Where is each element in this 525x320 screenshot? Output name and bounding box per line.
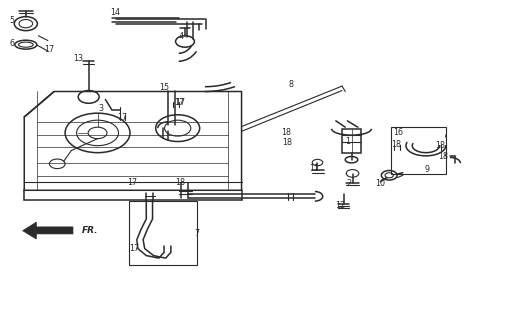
Text: 18: 18 (175, 178, 185, 187)
Text: 5: 5 (9, 16, 15, 25)
Bar (342, 129, 362, 153)
Text: 14: 14 (110, 8, 120, 17)
Text: 13: 13 (73, 53, 83, 62)
Text: 17: 17 (129, 244, 139, 253)
Text: 10: 10 (375, 180, 385, 188)
Text: 9: 9 (425, 165, 430, 174)
Text: 18: 18 (436, 141, 446, 150)
Text: FR.: FR. (82, 226, 98, 235)
Text: 17: 17 (44, 44, 54, 54)
Polygon shape (23, 222, 73, 239)
Text: 18: 18 (391, 140, 401, 149)
Text: 18: 18 (438, 152, 448, 161)
Text: 4: 4 (179, 32, 184, 41)
Text: 15: 15 (159, 83, 169, 92)
Bar (129, 201, 197, 265)
Text: 17: 17 (128, 179, 138, 188)
Text: 6: 6 (10, 39, 15, 48)
Text: 17: 17 (117, 114, 127, 123)
Text: 12: 12 (335, 201, 345, 210)
Text: 17: 17 (174, 98, 184, 107)
Bar (391, 126, 446, 174)
Text: 16: 16 (394, 128, 404, 137)
Text: 11: 11 (309, 164, 319, 173)
Text: 3: 3 (99, 104, 104, 113)
Text: 2: 2 (346, 180, 351, 188)
Text: 18: 18 (282, 138, 292, 147)
Text: 1: 1 (345, 137, 350, 146)
Text: 7: 7 (194, 229, 200, 238)
Text: 17: 17 (175, 98, 185, 107)
Text: 8: 8 (289, 80, 294, 89)
Text: 18: 18 (281, 128, 291, 137)
